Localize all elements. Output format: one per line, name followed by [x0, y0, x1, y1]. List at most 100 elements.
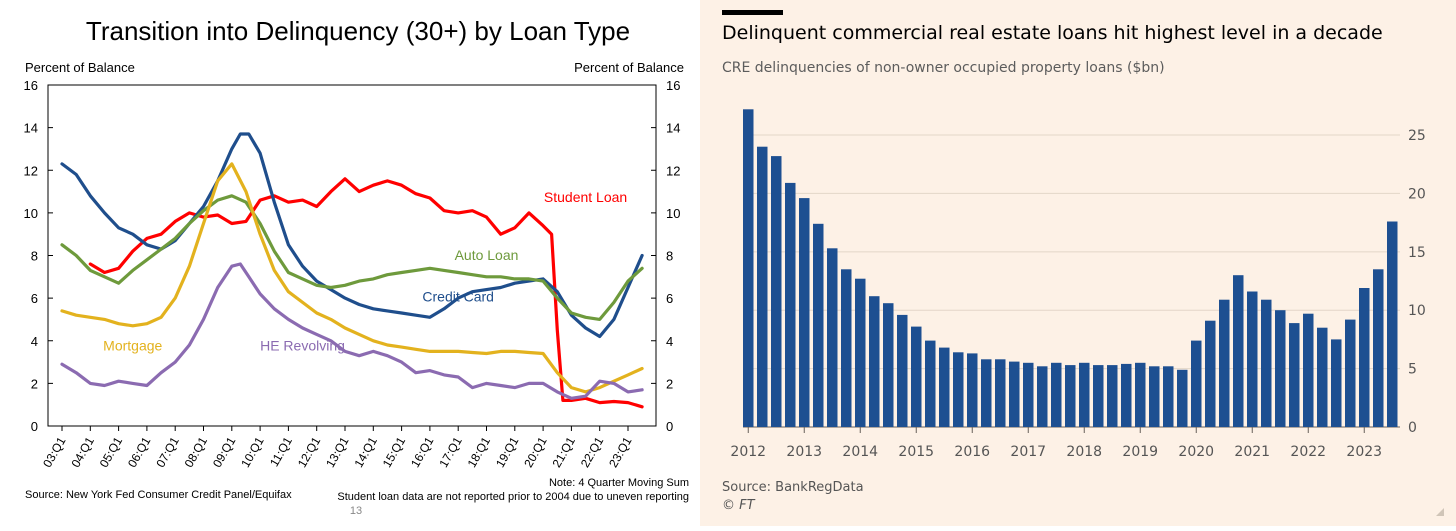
bar: [799, 198, 810, 427]
x-tick-label: 2019: [1122, 444, 1158, 460]
y-tick-label-left: 14: [24, 121, 38, 136]
bar: [1023, 362, 1034, 427]
bar: [743, 109, 754, 428]
bar: [967, 353, 978, 427]
series-line-he-revolving: [60, 262, 644, 400]
bar: [1149, 366, 1160, 427]
resize-corner-icon: [1436, 508, 1444, 516]
y-tick-label-right: 0: [666, 419, 673, 434]
bar: [1289, 323, 1300, 427]
bar: [869, 296, 880, 427]
bar: [925, 340, 936, 427]
x-tick-label: 2022: [1290, 444, 1326, 460]
x-tick-label: 23:Q1: [606, 434, 635, 470]
y-tick-label-left: 0: [31, 419, 38, 434]
chart-title: Transition into Delinquency (30+) by Loa…: [86, 16, 630, 46]
series-line-student-loan: [88, 177, 644, 409]
x-tick-label: 2020: [1178, 444, 1214, 460]
bar: [771, 156, 782, 427]
x-tick-label: 18:Q1: [465, 434, 494, 470]
x-axis-ticks: 2012 2013 2014 2015 2016 2017 2018 2019 2020 2021…: [730, 427, 1382, 460]
series-label-student-loan: Student Loan: [544, 189, 627, 205]
bar: [981, 359, 992, 427]
plot-frame: [47, 84, 657, 427]
y-tick-label-right: 14: [666, 121, 680, 136]
x-tick-label: 11:Q1: [267, 434, 295, 469]
y-tick-label-right: 4: [666, 334, 673, 349]
y-tick-label-left: 10: [24, 206, 38, 221]
bar: [911, 326, 922, 427]
chart-title: Delinquent commercial real estate loans …: [722, 22, 1383, 44]
y-tick-label-right: 8: [666, 249, 673, 264]
x-tick-label: 13:Q1: [323, 434, 352, 470]
y-tick-label-left: 6: [31, 291, 38, 306]
x-tick-label: 07:Q1: [153, 434, 182, 470]
x-tick-label: 03:Q1: [40, 434, 69, 470]
y-axis-label-right: Percent of Balance: [574, 60, 684, 75]
y-tick-label: 5: [1408, 362, 1417, 378]
bar: [1065, 365, 1076, 427]
y-axis-label-left: Percent of Balance: [25, 60, 135, 75]
bar: [1219, 299, 1230, 427]
bar: [953, 352, 964, 427]
bar: [785, 182, 796, 427]
y-tick-label: 25: [1408, 128, 1426, 144]
x-tick-label: 22:Q1: [578, 434, 607, 470]
x-tick-label: 2017: [1010, 444, 1046, 460]
y-axis-ticks: 0 5 10 15 20 25: [1408, 128, 1426, 436]
bar: [1121, 363, 1132, 427]
x-tick-label: 09:Q1: [210, 434, 239, 470]
x-tick-label: 2013: [786, 444, 822, 460]
bar: [1261, 299, 1272, 427]
x-tick-label: 20:Q1: [521, 434, 550, 470]
bar: [1163, 366, 1174, 427]
x-tick-label: 17:Q1: [436, 434, 465, 470]
x-tick-label: 05:Q1: [97, 434, 126, 470]
y-tick-label-right: 2: [666, 376, 673, 391]
left-line-chart: Transition into Delinquency (30+) by Loa…: [24, 16, 689, 517]
x-tick-label: 14:Q1: [351, 434, 380, 470]
series-labels: Student Loan Credit Card Auto Loan Mortgage…: [103, 189, 627, 353]
x-axis-ticks: 03:Q1 04:Q1 05:Q1 06:Q1 07:Q1 08:Q1 09:Q1 10:Q1…: [40, 426, 635, 470]
y-axis-ticks: 0 0 2 2 4 4 6 6 8 8 10 10 12 12 14 14 16 16: [24, 78, 681, 434]
x-tick-label: 12:Q1: [295, 434, 324, 470]
x-tick-label: 2021: [1234, 444, 1270, 460]
bar: [1275, 310, 1286, 427]
x-tick-label: 2018: [1066, 444, 1102, 460]
bar: [1051, 362, 1062, 427]
x-tick-label: 19:Q1: [493, 434, 522, 470]
bar: [883, 303, 894, 427]
y-tick-label-left: 4: [31, 334, 38, 349]
left-chart-panel: Transition into Delinquency (30+) by Loa…: [0, 0, 700, 526]
y-tick-label: 15: [1408, 245, 1426, 261]
series-label-auto-loan: Auto Loan: [455, 247, 519, 263]
bar: [757, 146, 768, 427]
source-note: Source: New York Fed Consumer Credit Pan…: [25, 489, 292, 501]
bar: [1303, 313, 1314, 427]
bar: [1037, 366, 1048, 427]
y-tick-label-right: 10: [666, 206, 680, 221]
bar: [1317, 327, 1328, 427]
bar: [939, 347, 950, 427]
bar: [855, 278, 866, 427]
series-line-auto-loan: [60, 194, 644, 321]
x-tick-label: 2015: [898, 444, 934, 460]
bar: [1079, 362, 1090, 427]
bar-group: [743, 109, 1398, 428]
y-tick-label: 10: [1408, 303, 1426, 319]
y-tick-label: 0: [1408, 420, 1417, 436]
bar: [1373, 269, 1384, 427]
right-chart-panel: Delinquent commercial real estate loans …: [700, 0, 1456, 526]
bar: [1177, 369, 1188, 427]
bar: [1387, 221, 1398, 427]
chart-subtitle: CRE delinquencies of non-owner occupied …: [722, 60, 1165, 76]
y-tick-label-left: 16: [24, 78, 38, 93]
title-accent-bar: [722, 10, 783, 15]
bar: [827, 248, 838, 427]
ft-credit: © FT: [722, 498, 755, 513]
series-label-mortgage: Mortgage: [103, 337, 162, 353]
series-group: [60, 132, 644, 409]
bar: [1093, 365, 1104, 427]
y-tick-label: 20: [1408, 186, 1426, 202]
series-label-credit-card: Credit Card: [422, 288, 494, 304]
